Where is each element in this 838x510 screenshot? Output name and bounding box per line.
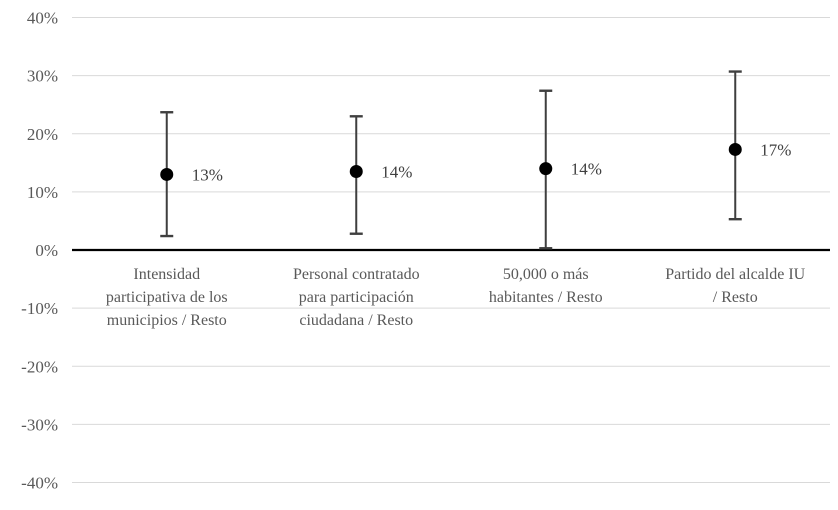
- data-point-marker: [349, 165, 363, 179]
- category-label: Intensidad participativa de los municipios…: [106, 266, 228, 329]
- y-tick-label: 20%: [27, 125, 58, 144]
- data-point-marker: [539, 162, 553, 176]
- category-label: Personal contratado para participación ciu…: [293, 266, 420, 329]
- category-label: 50,000 o más habitantes / Resto: [489, 266, 603, 306]
- y-tick-label: -10%: [21, 299, 58, 318]
- y-tick-label: 30%: [27, 67, 58, 86]
- data-point-label: 17%: [760, 140, 791, 159]
- data-point-marker: [728, 142, 742, 156]
- data-point-marker: [160, 167, 174, 181]
- y-tick-label: -30%: [21, 415, 58, 434]
- y-tick-label: 10%: [27, 183, 58, 202]
- data-point-label: 13%: [192, 165, 223, 184]
- category-label: Partido del alcalde IU / Resto: [665, 266, 805, 306]
- y-tick-label: -40%: [21, 474, 58, 493]
- data-point-label: 14%: [571, 160, 602, 179]
- y-tick-label: 0%: [35, 241, 58, 260]
- data-point-label: 14%: [381, 163, 412, 182]
- y-tick-label: -20%: [21, 357, 58, 376]
- y-tick-label: 40%: [27, 9, 58, 28]
